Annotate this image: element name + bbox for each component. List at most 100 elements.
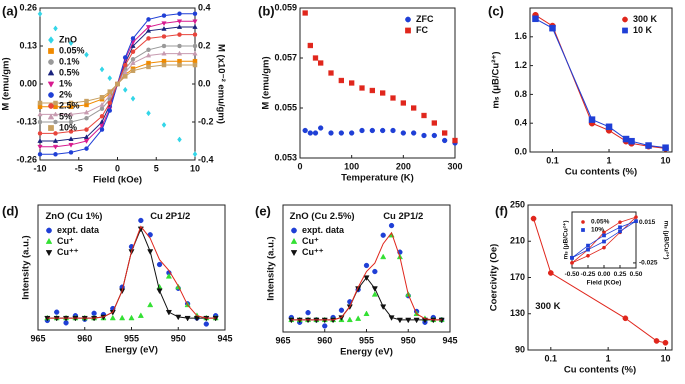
- marker: [192, 50, 198, 56]
- marker: [84, 115, 89, 121]
- marker: [53, 152, 58, 157]
- marker: [653, 338, 660, 344]
- marker: [37, 111, 43, 117]
- marker: [307, 42, 313, 49]
- y-tick-label: 0.13: [19, 40, 37, 50]
- marker: [586, 247, 590, 252]
- marker: [123, 62, 128, 68]
- marker: [37, 100, 43, 106]
- x-tick-label: 1: [606, 353, 611, 363]
- marker: [380, 90, 386, 96]
- marker: [338, 130, 344, 136]
- marker: [177, 32, 182, 37]
- marker: [176, 24, 183, 29]
- y2-tick-label: 0.4: [198, 2, 211, 12]
- marker: [192, 19, 198, 25]
- marker: [115, 81, 120, 87]
- x-tick-label: 1: [607, 155, 612, 165]
- marker: [130, 68, 136, 73]
- marker: [318, 125, 324, 131]
- marker: [645, 142, 652, 149]
- marker: [305, 309, 311, 316]
- x-tick-label: 945: [217, 333, 232, 343]
- x-tick-label: 965: [275, 335, 290, 345]
- legend-label: 5%: [59, 111, 72, 121]
- legend-label: 0.1%: [59, 56, 80, 66]
- marker: [363, 310, 370, 317]
- marker: [37, 10, 43, 17]
- marker: [176, 50, 183, 56]
- legend-label: 0.05%: [59, 45, 85, 55]
- annotation: Cu 2P1/2: [150, 211, 190, 222]
- marker: [431, 132, 437, 139]
- marker: [396, 317, 403, 324]
- marker: [156, 261, 163, 268]
- x-tick-label: 300: [447, 161, 462, 171]
- x-tick-label: 960: [317, 335, 332, 345]
- x-tick-label: 950: [401, 335, 416, 345]
- marker: [156, 288, 163, 295]
- marker: [532, 15, 539, 23]
- panel-label: (c): [488, 3, 504, 18]
- marker: [355, 315, 362, 321]
- marker: [390, 127, 396, 134]
- marker: [400, 130, 406, 136]
- marker: [130, 36, 136, 41]
- marker: [371, 291, 378, 297]
- marker: [421, 132, 427, 139]
- marker: [411, 105, 417, 111]
- legend-label: Cu⁺⁺: [302, 247, 324, 257]
- marker: [570, 255, 574, 260]
- marker: [54, 309, 60, 315]
- x-tick-label: 955: [124, 333, 139, 343]
- x-tick-label: 945: [442, 335, 457, 345]
- marker: [53, 100, 58, 106]
- marker: [318, 60, 324, 66]
- marker: [53, 104, 58, 110]
- marker: [618, 220, 622, 225]
- legend-swatch: [581, 220, 585, 224]
- legend-swatch: [45, 250, 53, 257]
- y-tick-label: 0.26: [19, 2, 37, 12]
- x-axis-label: Cu contents (%): [565, 167, 637, 178]
- marker: [363, 262, 370, 269]
- marker: [138, 217, 144, 224]
- marker: [84, 98, 89, 104]
- marker: [177, 62, 182, 68]
- marker: [119, 314, 126, 321]
- marker: [165, 273, 172, 279]
- legend-label: 10 K: [633, 25, 653, 35]
- y-tick-label: 1.2: [514, 60, 527, 70]
- marker: [312, 130, 319, 136]
- marker: [312, 55, 319, 61]
- marker: [53, 119, 58, 125]
- legend-label: ZFC: [416, 14, 434, 24]
- marker: [618, 229, 622, 234]
- marker: [605, 123, 613, 131]
- x-axis-label: Temperature (K): [341, 173, 414, 184]
- marker: [83, 139, 90, 144]
- series-line: [47, 225, 216, 319]
- marker: [68, 111, 74, 117]
- marker: [52, 111, 59, 117]
- legend-swatch: [290, 250, 298, 257]
- y-tick-label: 0.8: [514, 89, 527, 99]
- legend-label: 300 K: [633, 14, 658, 24]
- marker: [177, 43, 182, 49]
- marker: [442, 130, 448, 136]
- marker: [68, 119, 74, 125]
- marker: [37, 104, 43, 110]
- legend-swatch: [47, 81, 55, 88]
- marker: [388, 222, 395, 229]
- legend-swatch: [48, 92, 54, 98]
- y-tick-label: -0.26: [16, 154, 37, 164]
- marker: [177, 58, 182, 64]
- marker: [192, 11, 198, 16]
- panel-label: (f): [495, 203, 508, 218]
- marker: [302, 10, 308, 16]
- x-tick-label: 100: [344, 161, 359, 171]
- marker: [192, 58, 198, 64]
- y-tick-label: 90: [515, 344, 525, 354]
- marker: [602, 239, 606, 244]
